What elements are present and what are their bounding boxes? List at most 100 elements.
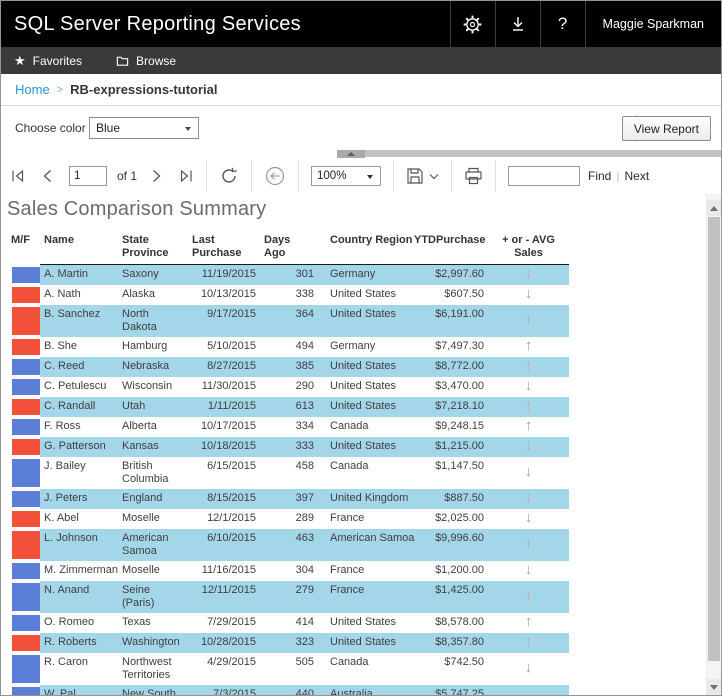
mf-cell <box>7 561 40 581</box>
next-page-button[interactable] <box>151 169 162 183</box>
search-input[interactable] <box>508 166 581 186</box>
last-purchase-cell: 10/28/2015 <box>188 633 260 653</box>
trend-down-icon: ↓ <box>524 561 533 578</box>
color-param-label: Choose color <box>15 121 86 135</box>
name-cell: J. Bailey <box>44 460 86 472</box>
ytd-purchase-cell: $742.50 <box>444 656 484 668</box>
days-ago-cell: 494 <box>295 340 314 352</box>
last-page-button[interactable] <box>179 169 194 183</box>
report-canvas: Sales Comparison Summary M/F Name State … <box>1 194 705 695</box>
ytd-purchase-cell: $9,996.60 <box>410 529 488 561</box>
table-row: F. Ross Alberta 10/17/2015 334 Canada $9,248.… <box>7 417 569 437</box>
table-row: C. Randall Utah 1/11/2015 613 United States $… <box>7 397 569 417</box>
find-link[interactable]: Find <box>588 169 612 183</box>
print-button[interactable] <box>464 167 483 185</box>
breadcrumb-separator: > <box>56 83 64 96</box>
last-purchase-cell: 11/30/2015 <box>201 380 256 392</box>
view-report-button[interactable]: View Report <box>621 116 711 141</box>
days-ago-cell: 304 <box>295 564 314 576</box>
last-purchase-cell: 12/11/2015 <box>188 581 260 613</box>
user-menu[interactable]: Maggie Sparkman <box>584 1 721 47</box>
last-purchase-cell: 5/10/2015 <box>207 340 256 352</box>
days-ago-cell: 334 <box>295 420 314 432</box>
mf-cell <box>7 581 40 613</box>
mf-cell <box>7 337 40 357</box>
top-bar: SQL Server Reporting Services ? <box>1 1 721 47</box>
male-indicator <box>12 687 40 695</box>
male-indicator <box>12 359 40 375</box>
settings-button[interactable] <box>449 1 495 47</box>
trend-up-icon: ↑ <box>524 337 533 354</box>
page-number-input[interactable] <box>69 166 107 186</box>
female-indicator <box>12 399 40 415</box>
days-ago-cell: 397 <box>260 489 318 509</box>
breadcrumb-home-link[interactable]: Home <box>15 82 50 97</box>
state-cell: Nebraska <box>118 357 188 377</box>
male-indicator <box>12 655 40 683</box>
mf-cell <box>7 285 40 305</box>
help-button[interactable]: ? <box>539 1 585 47</box>
trend-up-icon: ↑ <box>524 397 533 414</box>
export-button[interactable] <box>406 167 439 185</box>
color-select[interactable]: Blue <box>89 117 199 139</box>
zoom-value: 100% <box>317 170 347 182</box>
avg-sales-cell: ↓ <box>488 581 569 613</box>
table-row: J. Bailey British Columbia 6/15/2015 458 Can… <box>7 457 569 489</box>
first-page-button[interactable] <box>10 169 25 183</box>
browse-label: Browse <box>136 53 177 68</box>
avg-sales-cell: ↓ <box>488 653 569 685</box>
mf-cell <box>7 653 40 685</box>
male-indicator <box>12 491 40 507</box>
days-ago-cell: 323 <box>260 633 318 653</box>
avg-sales-cell: ↓ <box>488 437 569 457</box>
country-cell: Australia <box>318 685 410 695</box>
vertical-scrollbar[interactable] <box>706 194 721 695</box>
ytd-purchase-cell: $7,497.30 <box>435 340 484 352</box>
scrollbar-thumb[interactable] <box>708 217 720 661</box>
avg-sales-cell: ↑ <box>488 613 569 633</box>
name-cell: G. Patterson <box>40 437 118 457</box>
days-ago-cell: 385 <box>260 357 318 377</box>
back-to-parent-button[interactable] <box>264 165 286 187</box>
avg-sales-cell: ↓ <box>488 264 569 285</box>
name-cell: J. Peters <box>40 489 118 509</box>
country-cell: France <box>318 581 410 613</box>
male-indicator <box>12 615 40 631</box>
trend-up-icon: ↑ <box>524 357 533 374</box>
table-row: K. Abel Moselle 12/1/2015 289 France $2,025.0… <box>7 509 569 529</box>
scroll-up-button[interactable] <box>707 200 721 216</box>
table-row: O. Romeo Texas 7/29/2015 414 United States $8… <box>7 613 569 633</box>
state-cell: Kansas <box>118 437 188 457</box>
table-row: R. Roberts Washington 10/28/2015 323 United … <box>7 633 569 653</box>
previous-page-button[interactable] <box>42 169 53 183</box>
state-cell: Alaska <box>122 288 156 300</box>
download-icon <box>509 15 527 33</box>
zoom-select[interactable]: 100% <box>311 166 382 186</box>
scroll-down-button[interactable] <box>707 679 721 695</box>
name-cell: M. Zimmerman <box>44 564 118 576</box>
column-header-last-purchase: Last Purchase <box>188 232 260 265</box>
state-cell: British Columbia <box>122 460 169 485</box>
trend-down-icon: ↓ <box>524 437 533 454</box>
printer-icon <box>464 167 483 185</box>
state-cell: Northwest Territories <box>122 656 172 681</box>
toolbar-divider <box>393 160 395 192</box>
find-next-link[interactable]: Next <box>624 169 650 183</box>
favorites-label: Favorites <box>32 53 83 68</box>
mf-cell <box>7 305 40 337</box>
nav-item-browse[interactable]: Browse <box>116 54 176 68</box>
name-cell: C. Reed <box>40 357 118 377</box>
avg-sales-cell: ↓ <box>488 377 569 397</box>
splitter-collapse-handle[interactable] <box>337 150 365 158</box>
name-cell: R. Roberts <box>40 633 118 653</box>
trend-up-icon: ↑ <box>524 417 533 434</box>
download-button[interactable] <box>494 1 540 47</box>
last-purchase-cell: 10/18/2015 <box>188 437 260 457</box>
parameter-splitter[interactable] <box>346 150 721 157</box>
mf-cell <box>7 397 40 417</box>
refresh-button[interactable] <box>219 166 239 186</box>
last-purchase-cell: 4/29/2015 <box>207 656 256 668</box>
table-row: J. Peters England 8/15/2015 397 United Kingd… <box>7 489 569 509</box>
nav-item-favorites[interactable]: ★ Favorites <box>14 54 82 68</box>
star-icon: ★ <box>14 53 26 68</box>
